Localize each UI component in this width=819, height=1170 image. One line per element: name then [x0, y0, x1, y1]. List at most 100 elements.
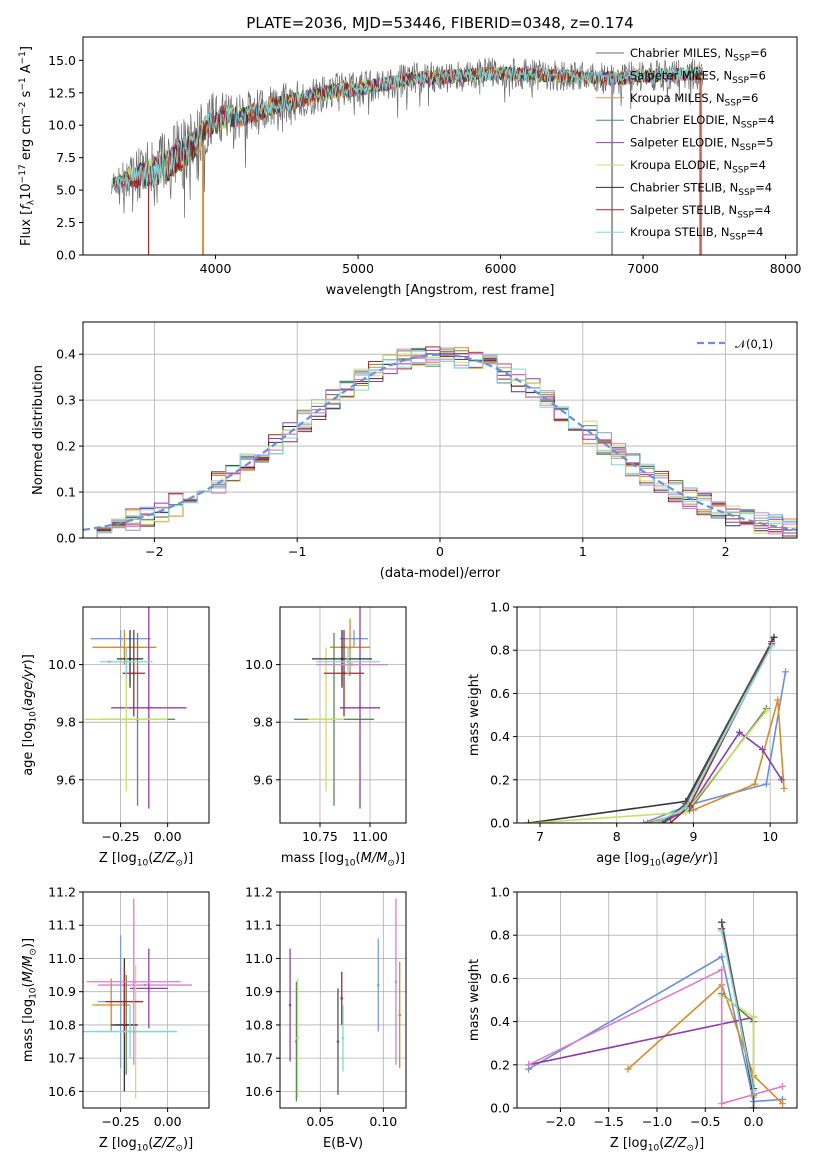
x-tick-label: 6000	[485, 261, 517, 276]
data-point	[324, 718, 328, 721]
y-tick-label: 11.2	[48, 885, 76, 900]
x-tick-label: 0.05	[306, 1114, 334, 1129]
y-tick-label: 10.0	[48, 118, 76, 133]
x-axis-label: Z [log10(Z/Z⊙)]	[610, 1136, 704, 1154]
weight-marker	[528, 819, 536, 823]
y-axis-label: mass weight	[467, 674, 482, 756]
y-tick-label: 9.6	[56, 772, 76, 787]
weight-vs-metallicity-panel: −2.0 −1.5 −1.0 −0.5 0.0 0.0 0.2 0.4 0.6 0.8 1.0 Z […	[467, 885, 798, 1154]
data-point	[348, 646, 352, 649]
x-tick-label: 2	[722, 544, 730, 559]
y-tick-label: 0.2	[56, 439, 76, 454]
y-tick-label: 10.7	[48, 1051, 76, 1066]
spectrum-series-line	[111, 66, 703, 189]
data-point	[342, 671, 346, 675]
legend-entry: Chabrier MILES, NSSP=6	[630, 46, 767, 64]
weight-marker	[774, 696, 782, 704]
x-tick-label: −0.25	[101, 1114, 139, 1129]
y-tick-label: 11.1	[245, 918, 273, 933]
weight-marker	[751, 780, 759, 788]
mass-vs-metallicity-panel: −0.25 0.00 10.6 10.7 10.8 10.9 11.0 11.1 11.2 Z […	[21, 885, 210, 1154]
y-tick-label: 5.0	[56, 183, 76, 198]
data-point	[376, 983, 380, 987]
weight-marker	[718, 927, 726, 935]
x-tick-label: 5000	[342, 261, 374, 276]
y-tick-label: 11.2	[245, 885, 273, 900]
weight-marker	[682, 804, 690, 812]
weight-marker	[718, 1100, 726, 1108]
x-tick-label: −1	[288, 544, 306, 559]
legend-entry: Kroupa MILES, NSSP=6	[630, 91, 758, 109]
legend-entry: Salpeter ELODIE, NSSP=5	[630, 136, 773, 154]
legend-entry: Chabrier ELODIE, NSSP=4	[630, 113, 775, 131]
mass-vs-reddening-plot-area	[288, 898, 402, 1102]
y-tick-label: 0.4	[490, 729, 510, 744]
mass-vs-metallicity-frame	[82, 891, 210, 1109]
y-tick-label: 0.0	[56, 531, 76, 546]
data-point	[147, 987, 151, 990]
y-tick-label: 10.0	[48, 657, 76, 672]
x-tick-label: 7	[536, 829, 544, 844]
weight-marker	[640, 819, 648, 823]
data-point	[143, 983, 147, 987]
weight-series-line	[662, 641, 773, 823]
y-axis-label: Flux [fλ10−17 erg cm−2 s−1 A−1]	[18, 46, 37, 246]
legend-entry: Kroupa STELIB, NSSP=4	[630, 225, 763, 243]
x-axis-label: E(B-V)	[323, 1136, 363, 1151]
x-tick-label: 0.00	[154, 829, 182, 844]
mass-vs-reddening-panel: 0.05 0.10 10.6 10.7 10.8 10.9 11.0 11.1 11.2 E(B-…	[245, 885, 407, 1151]
data-point	[358, 706, 362, 710]
y-tick-label: 0.0	[56, 248, 76, 263]
y-tick-label: 9.6	[253, 772, 273, 787]
y-tick-label: 9.8	[253, 715, 273, 730]
data-point	[123, 646, 126, 649]
weight-marker	[781, 668, 789, 676]
age-vs-mass-plot-area	[294, 607, 388, 809]
data-point	[394, 980, 398, 984]
legend-entry: Salpeter MILES, NSSP=6	[630, 68, 766, 86]
data-point	[132, 671, 136, 675]
normal-reference-curve	[83, 353, 797, 531]
weight-vs-age-panel: 7 8 9 10 0.0 0.2 0.4 0.6 0.8 1.0 age [log10(age/yr…	[467, 600, 798, 869]
y-tick-label: 7.5	[56, 150, 76, 165]
data-point	[128, 1030, 132, 1033]
data-point	[352, 637, 356, 640]
x-axis-label: wavelength [Angstrom, rest frame]	[326, 283, 555, 298]
weight-marker	[525, 819, 533, 823]
y-tick-label: 10.7	[245, 1051, 273, 1066]
legend-entry: Kroupa ELODIE, NSSP=4	[630, 158, 766, 176]
x-tick-label: 0.0	[744, 1114, 764, 1129]
y-axis-label: Normed distribution	[31, 365, 46, 495]
legend-entry: Salpeter STELIB, NSSP=4	[630, 203, 771, 221]
x-tick-label: −2	[145, 544, 163, 559]
legend-entry: 𝒩(0,1)	[735, 337, 773, 351]
y-tick-label: 15.0	[48, 53, 76, 68]
y-tick-label: 11.0	[245, 951, 273, 966]
y-axis-label: mass weight	[467, 959, 482, 1041]
x-tick-label: 10	[762, 829, 778, 844]
age-vs-metallicity-panel: −0.25 0.00 9.6 9.8 10.0 Z [log10(Z/Z⊙)] age [l…	[21, 606, 210, 869]
data-point	[147, 706, 151, 710]
weight-marker	[735, 728, 743, 736]
y-tick-label: 0.1	[56, 485, 76, 500]
y-tick-label: 10.6	[48, 1084, 76, 1099]
y-tick-label: 10.9	[48, 984, 76, 999]
weight-marker	[525, 1061, 533, 1069]
age-vs-mass-panel: 10.75 11.00 9.6 9.8 10.0 mass [log10(M/M⊙)]	[245, 606, 407, 869]
data-point	[340, 657, 344, 661]
y-tick-label: 10.8	[48, 1017, 76, 1032]
y-tick-label: 0.8	[490, 928, 510, 943]
data-point	[341, 1036, 345, 1040]
y-tick-label: 0.6	[490, 971, 510, 986]
weight-vs-age-plot-area	[525, 633, 789, 823]
age-vs-metallicity-plot-area	[84, 607, 187, 809]
spectrum-series-line	[111, 57, 704, 218]
y-tick-label: 10.6	[245, 1084, 273, 1099]
weight-marker	[762, 780, 770, 788]
x-tick-label: −0.5	[690, 1114, 720, 1129]
weight-series-line	[528, 1016, 754, 1066]
x-tick-label: 8	[613, 829, 621, 844]
legend-entry: Chabrier STELIB, NSSP=4	[630, 180, 772, 198]
data-point	[132, 980, 136, 984]
age-vs-metallicity-frame	[82, 606, 210, 824]
